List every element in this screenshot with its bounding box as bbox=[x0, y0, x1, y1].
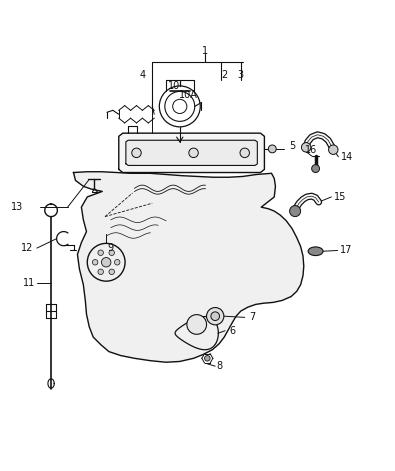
Circle shape bbox=[109, 269, 115, 275]
Text: 9: 9 bbox=[108, 243, 114, 253]
Ellipse shape bbox=[308, 247, 323, 256]
Circle shape bbox=[240, 148, 250, 158]
Circle shape bbox=[205, 356, 210, 361]
Circle shape bbox=[115, 260, 120, 265]
Polygon shape bbox=[73, 172, 304, 362]
Circle shape bbox=[211, 312, 220, 321]
Circle shape bbox=[92, 260, 98, 265]
Text: 7: 7 bbox=[250, 312, 256, 322]
Text: 1: 1 bbox=[202, 46, 209, 57]
Circle shape bbox=[132, 148, 141, 158]
Circle shape bbox=[98, 250, 103, 255]
Circle shape bbox=[312, 165, 320, 172]
Circle shape bbox=[87, 244, 125, 281]
Circle shape bbox=[98, 269, 103, 275]
Circle shape bbox=[290, 205, 301, 217]
Text: 6: 6 bbox=[230, 326, 236, 336]
Text: 12: 12 bbox=[21, 243, 34, 253]
Text: 10: 10 bbox=[168, 81, 180, 91]
Text: 10A: 10A bbox=[179, 89, 198, 99]
Text: 11: 11 bbox=[23, 278, 35, 288]
Text: 13: 13 bbox=[11, 202, 23, 212]
Circle shape bbox=[268, 145, 276, 153]
Polygon shape bbox=[175, 317, 218, 349]
Text: 15: 15 bbox=[334, 192, 346, 202]
Text: 5: 5 bbox=[289, 141, 295, 151]
Circle shape bbox=[109, 250, 115, 255]
Circle shape bbox=[329, 145, 338, 154]
Text: 14: 14 bbox=[341, 152, 353, 162]
Circle shape bbox=[207, 308, 224, 325]
Text: 8: 8 bbox=[216, 361, 222, 371]
Circle shape bbox=[301, 143, 311, 152]
Polygon shape bbox=[126, 140, 257, 165]
Text: 16: 16 bbox=[305, 146, 317, 155]
Text: 3: 3 bbox=[237, 70, 243, 80]
Circle shape bbox=[187, 315, 207, 334]
Text: 4: 4 bbox=[139, 70, 145, 80]
Text: 17: 17 bbox=[340, 245, 352, 255]
Circle shape bbox=[189, 148, 198, 158]
Text: 2: 2 bbox=[221, 70, 228, 80]
Polygon shape bbox=[119, 133, 264, 172]
Circle shape bbox=[102, 258, 111, 267]
